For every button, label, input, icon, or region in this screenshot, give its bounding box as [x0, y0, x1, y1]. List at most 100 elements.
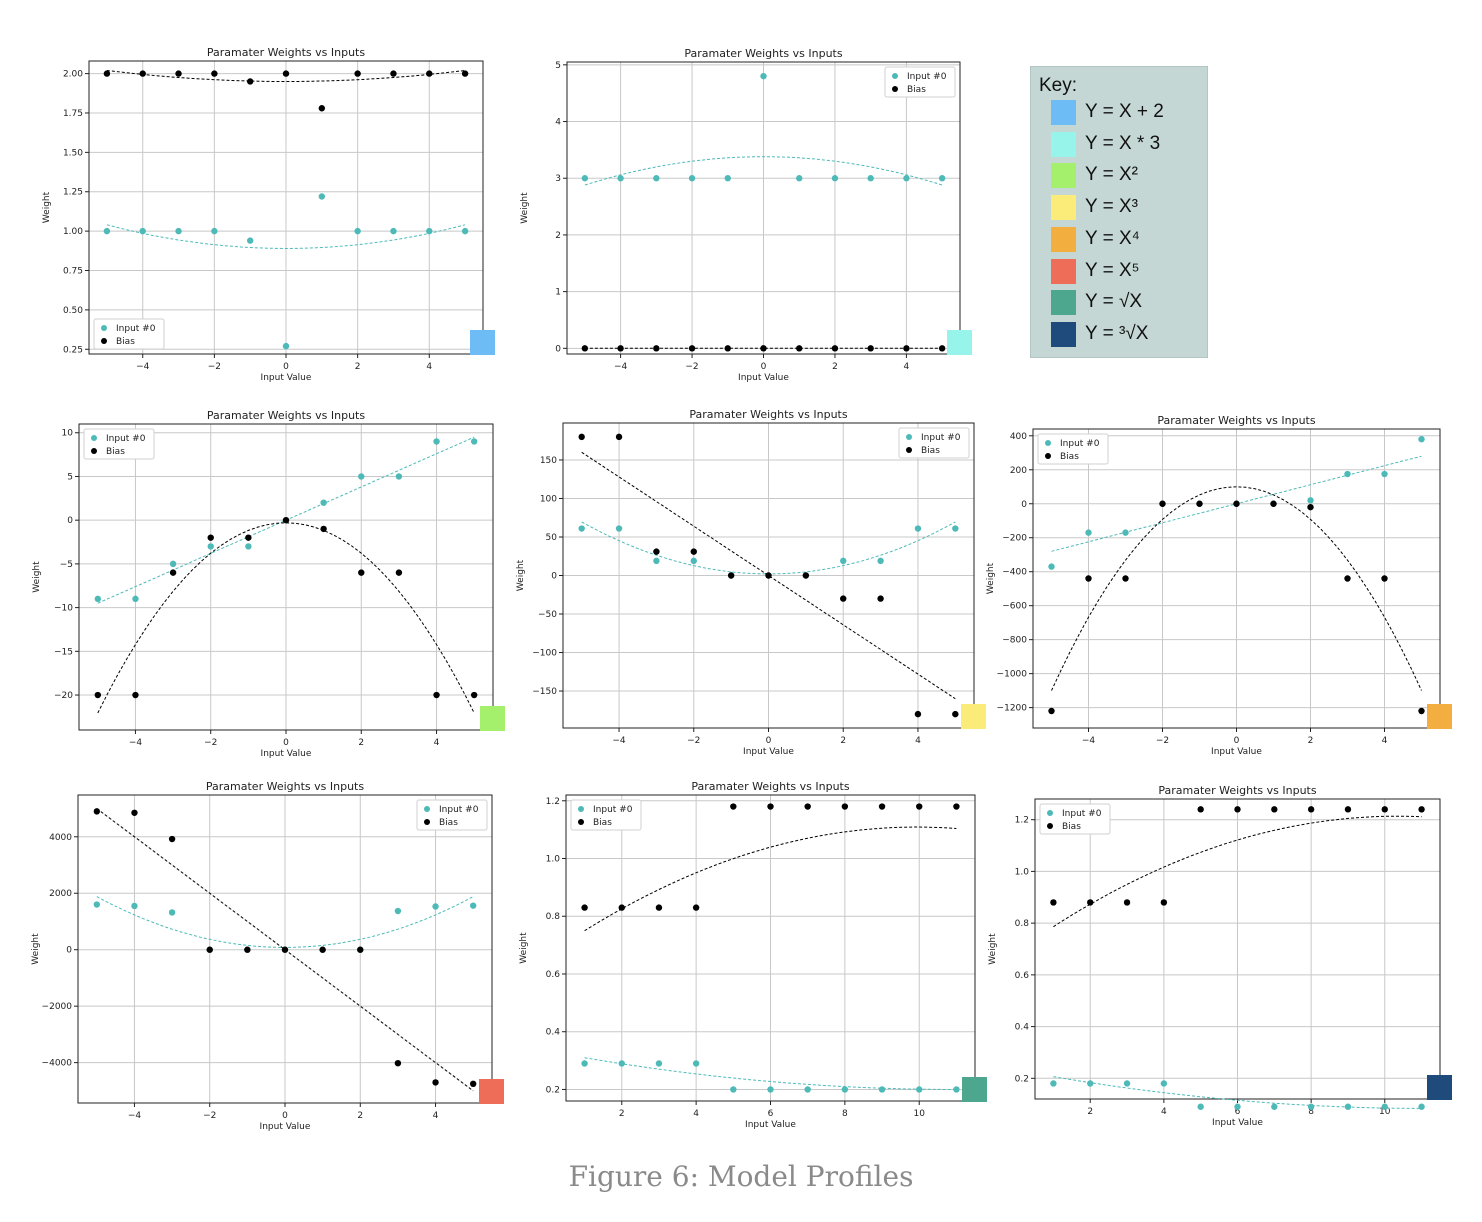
legend: Input #0 Bias — [884, 66, 956, 98]
data-point — [1160, 899, 1168, 906]
y-tick-label: 0.8 — [546, 912, 561, 922]
legend-label: Input #0 — [907, 72, 947, 82]
data-point — [469, 1080, 477, 1088]
legend-marker — [424, 819, 430, 825]
y-tick-label: 100 — [540, 494, 557, 504]
x-tick-label: 4 — [693, 1109, 699, 1119]
data-point — [394, 1059, 402, 1067]
key-swatch — [1051, 259, 1076, 284]
data-point — [282, 70, 290, 77]
legend: Input #0 Bias — [898, 427, 970, 459]
legend-marker — [906, 447, 912, 453]
legend-label: Bias — [907, 85, 926, 95]
y-tick-label: 0.8 — [1015, 919, 1030, 929]
y-tick-label: −600 — [1002, 602, 1027, 612]
y-tick-label: 2.00 — [63, 70, 83, 80]
data-point — [319, 946, 326, 953]
x-tick-label: 0 — [761, 362, 767, 372]
data-point — [426, 70, 433, 77]
y-tick-label: 1 — [555, 288, 561, 298]
data-point — [581, 904, 588, 911]
data-point — [244, 946, 251, 953]
legend-box — [93, 318, 165, 350]
key-swatch — [1051, 290, 1076, 315]
data-point — [395, 473, 403, 480]
chart-panel: −4 −2 0 2 4 −1200 −1000 −800 −600 −400 −200 0 200 400… — [986, 414, 1452, 757]
data-point — [1050, 899, 1057, 906]
x-tick-label: 4 — [434, 738, 440, 748]
x-tick-label: 8 — [1308, 1107, 1314, 1117]
legend-box — [1037, 433, 1109, 465]
data-point — [724, 345, 731, 352]
chart-title: Paramater Weights vs Inputs — [207, 46, 365, 59]
y-tick-label: 1.0 — [546, 855, 561, 865]
data-point — [395, 569, 403, 576]
x-axis-label: Input Value — [261, 749, 312, 759]
data-point — [93, 901, 101, 908]
data-point — [724, 175, 731, 182]
data-point — [132, 595, 139, 603]
y-tick-label: 0.2 — [1015, 1074, 1029, 1084]
chart-title: Paramater Weights vs Inputs — [1157, 414, 1315, 427]
fit-curve — [581, 451, 956, 700]
data-point — [131, 809, 138, 816]
data-point — [433, 691, 440, 699]
data-point — [1122, 529, 1129, 536]
data-point — [1344, 806, 1352, 813]
data-point — [1418, 435, 1425, 443]
data-point — [841, 1086, 849, 1093]
y-tick-label: 0.25 — [63, 345, 83, 355]
y-tick-label: 0 — [555, 344, 561, 354]
data-point — [1344, 1103, 1352, 1110]
data-point — [318, 193, 326, 200]
legend-label: Bias — [593, 818, 612, 828]
data-point — [804, 803, 811, 810]
legend-label: Bias — [1062, 822, 1081, 832]
data-point — [653, 175, 660, 182]
legend-box — [898, 427, 970, 459]
legend-marker — [424, 806, 430, 812]
data-point — [653, 345, 660, 352]
legend: Input #0 Bias — [83, 428, 155, 460]
data-point — [692, 1060, 700, 1067]
fit-curve — [1051, 486, 1422, 691]
data-point — [246, 237, 254, 244]
data-point — [1418, 707, 1425, 715]
legend: Input #0 Bias — [1037, 433, 1109, 465]
key-item: Y = X + 2 — [1051, 100, 1201, 128]
data-point — [1381, 575, 1388, 582]
y-tick-label: 0.6 — [1015, 971, 1030, 981]
data-point — [103, 227, 111, 235]
data-point — [461, 70, 469, 77]
model-swatch — [479, 1079, 504, 1104]
key-label: Y = √X — [1085, 291, 1143, 312]
model-swatch — [947, 330, 972, 355]
x-tick-label: 6 — [768, 1109, 774, 1119]
y-tick-label: 0.6 — [546, 970, 561, 980]
data-point — [320, 499, 327, 506]
legend-label: Input #0 — [106, 434, 146, 444]
y-tick-label: 1.2 — [546, 797, 560, 807]
legend: Input #0 Bias — [93, 318, 165, 350]
data-point — [578, 433, 585, 441]
data-point — [318, 105, 326, 112]
legend-marker — [91, 448, 97, 454]
legend-label: Bias — [116, 337, 135, 347]
y-axis-label: Weight — [516, 559, 526, 591]
y-tick-label: −10 — [54, 604, 73, 614]
key-swatch — [1051, 100, 1076, 125]
key-label: Y = ³√X — [1085, 323, 1149, 344]
data-point — [653, 557, 660, 565]
y-tick-label: −2000 — [42, 1002, 73, 1012]
legend: Input #0 Bias — [416, 799, 488, 831]
y-tick-label: 4 — [555, 118, 561, 128]
chart-panel: −4 −2 0 2 4 −4000 −2000 0 2000 4000 Paramater Weig… — [31, 780, 504, 1132]
legend-box — [83, 428, 155, 460]
y-tick-label: 200 — [1010, 466, 1027, 476]
key-item: Y = ³√X — [1051, 322, 1201, 350]
data-point — [653, 548, 660, 555]
data-point — [390, 70, 397, 77]
data-point — [1307, 497, 1314, 504]
x-axis-label: Input Value — [1212, 1118, 1263, 1128]
